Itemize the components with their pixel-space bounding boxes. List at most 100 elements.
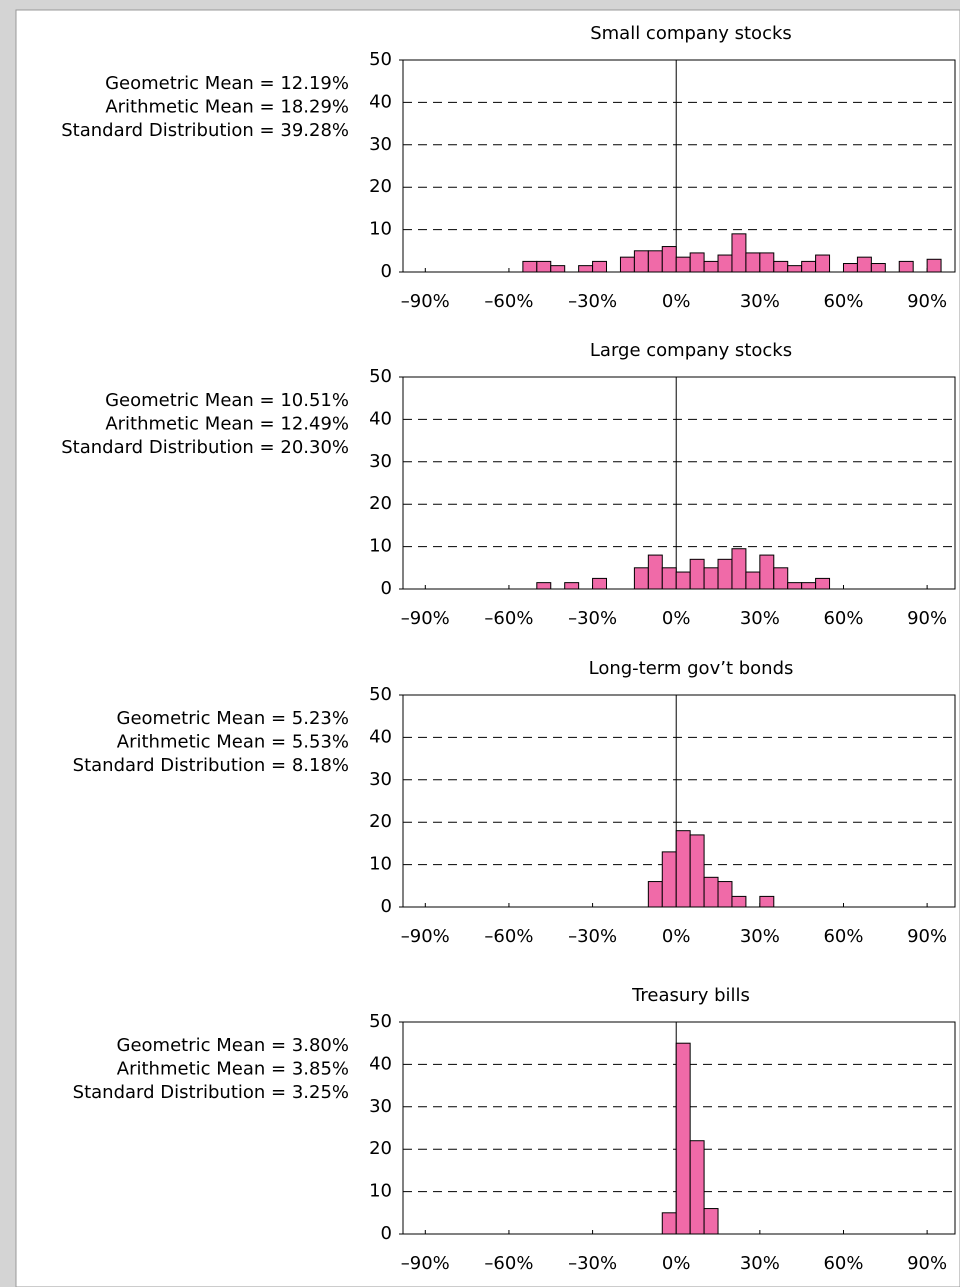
bar: [759, 895, 775, 908]
y-tick-label: 20: [369, 493, 392, 514]
y-tick-label: 20: [369, 1138, 392, 1159]
x-tick-label: 0%: [662, 608, 691, 629]
y-tick-label: 30: [369, 134, 392, 155]
x-tick-label: –90%: [401, 608, 450, 629]
bar: [536, 260, 552, 273]
bar: [856, 256, 872, 273]
bar: [731, 548, 747, 590]
bar: [661, 246, 677, 273]
y-tick-label: 0: [381, 1223, 392, 1244]
y-tick-label: 30: [369, 769, 392, 790]
bar: [633, 250, 649, 273]
bar: [703, 876, 719, 908]
bar: [689, 1140, 705, 1235]
bar: [773, 567, 789, 590]
bar: [564, 582, 580, 590]
x-tick-label: –90%: [401, 291, 450, 312]
bar: [731, 895, 747, 908]
bar: [759, 554, 775, 590]
bar: [578, 265, 594, 273]
stat-line: Standard Distribution = 3.25%: [73, 1082, 349, 1103]
bar: [689, 558, 705, 590]
plot-area: [402, 376, 956, 590]
x-tick-label: 30%: [740, 926, 780, 947]
bar: [647, 250, 663, 273]
y-tick-label: 50: [369, 49, 392, 70]
chart-title: Small company stocks: [590, 23, 792, 44]
x-tick-label: –90%: [401, 926, 450, 947]
bar: [717, 254, 733, 273]
stat-line: Geometric Mean = 3.80%: [117, 1035, 349, 1056]
bar: [661, 567, 677, 590]
x-tick-label: 90%: [907, 291, 947, 312]
x-tick-label: 60%: [823, 1253, 863, 1274]
bar: [787, 582, 803, 590]
bar: [675, 1042, 691, 1235]
x-tick-label: 60%: [823, 926, 863, 947]
stat-line: Standard Distribution = 39.28%: [61, 120, 349, 141]
chart-title: Large company stocks: [590, 340, 792, 361]
stat-line: Arithmetic Mean = 5.53%: [117, 732, 349, 753]
bar: [787, 265, 803, 273]
chart-title: Treasury bills: [631, 985, 750, 1006]
bar: [703, 567, 719, 590]
y-tick-label: 20: [369, 811, 392, 832]
stat-line: Geometric Mean = 5.23%: [117, 708, 349, 729]
y-tick-label: 30: [369, 1096, 392, 1117]
x-tick-label: –60%: [484, 1253, 533, 1274]
y-tick-label: 40: [369, 726, 392, 747]
bar: [870, 263, 886, 273]
x-tick-label: –30%: [568, 1253, 617, 1274]
y-tick-label: 50: [369, 684, 392, 705]
x-tick-label: 90%: [907, 1253, 947, 1274]
bar: [633, 567, 649, 590]
bar: [675, 830, 691, 908]
x-tick-label: 90%: [907, 608, 947, 629]
x-tick-label: –30%: [568, 291, 617, 312]
bar: [550, 265, 566, 273]
y-tick-label: 40: [369, 1053, 392, 1074]
bar: [815, 577, 831, 590]
y-tick-label: 20: [369, 176, 392, 197]
bar: [536, 582, 552, 590]
x-tick-label: –60%: [484, 608, 533, 629]
bar: [592, 260, 608, 273]
y-tick-label: 40: [369, 91, 392, 112]
bar: [647, 554, 663, 590]
bar: [731, 233, 747, 273]
y-tick-label: 30: [369, 451, 392, 472]
bar: [801, 582, 817, 590]
plot-area: [402, 59, 956, 273]
stat-line: Standard Distribution = 8.18%: [73, 755, 349, 776]
x-tick-label: 90%: [907, 926, 947, 947]
x-tick-label: –30%: [568, 608, 617, 629]
stat-line: Geometric Mean = 12.19%: [105, 73, 349, 94]
y-tick-label: 40: [369, 408, 392, 429]
y-tick-label: 0: [381, 896, 392, 917]
bar: [675, 571, 691, 590]
y-tick-label: 50: [369, 1011, 392, 1032]
y-tick-label: 10: [369, 219, 392, 240]
bar: [898, 260, 914, 273]
chart-title: Long-term gov’t bonds: [589, 658, 794, 679]
bar: [522, 260, 538, 273]
x-tick-label: 0%: [662, 1253, 691, 1274]
bar: [801, 260, 817, 273]
x-tick-label: –90%: [401, 1253, 450, 1274]
x-tick-label: 0%: [662, 926, 691, 947]
bar: [717, 558, 733, 590]
y-tick-label: 10: [369, 536, 392, 557]
bar: [647, 881, 663, 908]
stat-line: Arithmetic Mean = 18.29%: [105, 97, 349, 118]
stat-line: Geometric Mean = 10.51%: [105, 390, 349, 411]
y-tick-label: 0: [381, 578, 392, 599]
bar: [759, 252, 775, 273]
bar: [675, 256, 691, 273]
bar: [717, 881, 733, 908]
x-tick-label: 60%: [823, 608, 863, 629]
x-tick-label: –60%: [484, 926, 533, 947]
bar: [842, 263, 858, 273]
bar: [773, 260, 789, 273]
stat-line: Arithmetic Mean = 3.85%: [117, 1059, 349, 1080]
